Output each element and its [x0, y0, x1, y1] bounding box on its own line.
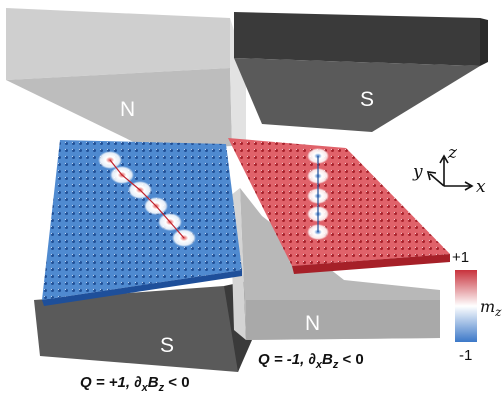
- colorbar-min-label: -1: [459, 347, 472, 364]
- film-left-blue: [42, 140, 242, 306]
- axis-label-z: z: [447, 143, 458, 163]
- magnet-top-right: S: [234, 12, 488, 132]
- pole-label-top-left: N: [120, 98, 135, 121]
- caption-left: Q = +1, ∂xBz < 0: [80, 374, 190, 394]
- axis-label-y: y: [412, 162, 423, 182]
- pole-label-bottom-right: N: [305, 312, 320, 335]
- pole-label-top-right: S: [360, 88, 374, 111]
- axis-label-x: x: [476, 177, 486, 197]
- film-right-red: [228, 138, 450, 274]
- magnet-bottom-right: N: [230, 188, 440, 340]
- caption-right: Q = -1, ∂xBz < 0: [258, 351, 364, 371]
- pole-label-bottom-left: S: [160, 334, 174, 357]
- magnet-top-left: N: [6, 8, 246, 150]
- colorbar-title: mz: [480, 297, 502, 319]
- colorbar: +1 -1 mz: [452, 249, 502, 364]
- colorbar-max-label: +1: [452, 249, 469, 266]
- axes-triad: [426, 154, 474, 191]
